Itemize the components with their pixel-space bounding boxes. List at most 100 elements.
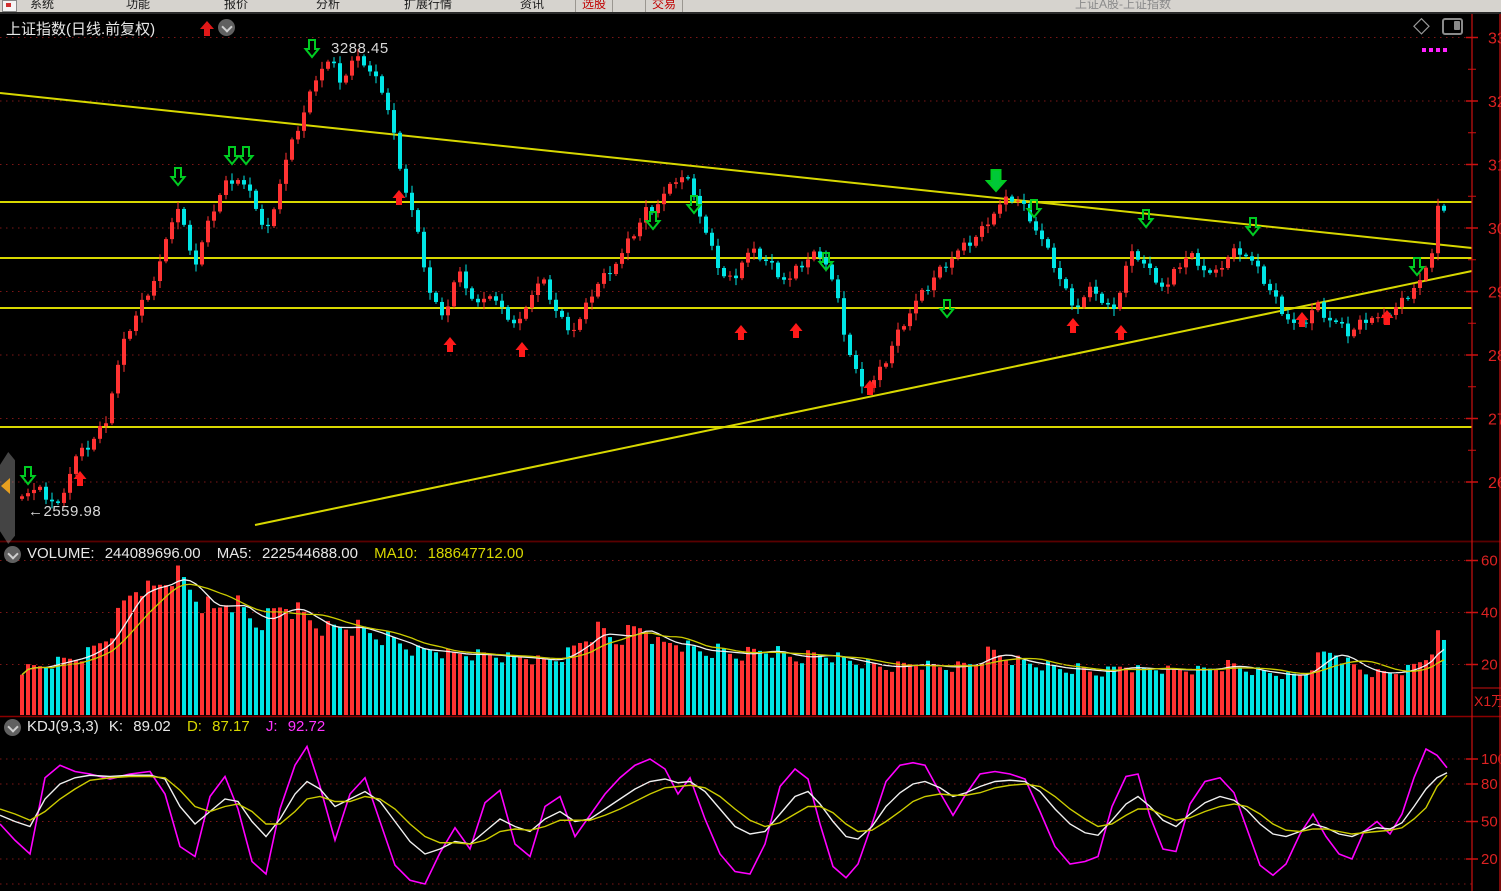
left-scroll-tab[interactable] xyxy=(0,452,15,544)
volume-bar xyxy=(578,642,582,715)
volume-bar xyxy=(938,667,942,715)
candle xyxy=(560,310,564,317)
candle xyxy=(1352,329,1356,337)
candle xyxy=(1010,196,1014,202)
candle xyxy=(314,80,318,92)
buy-arrow-marker xyxy=(789,323,803,338)
candle xyxy=(452,282,456,307)
collapse-main-chevron-icon[interactable] xyxy=(218,19,235,36)
app-window-icon[interactable] xyxy=(2,0,17,12)
volume-bar xyxy=(974,665,978,715)
candle xyxy=(1136,251,1140,260)
volume-bar xyxy=(194,601,198,715)
collapse-kdj-chevron-icon[interactable] xyxy=(4,719,21,736)
candle xyxy=(458,271,462,283)
volume-bar xyxy=(92,645,96,715)
menu-item-0[interactable]: 系统 xyxy=(30,0,55,11)
candle xyxy=(266,224,270,227)
volume-bar xyxy=(788,656,792,715)
drag-dots-icon[interactable] xyxy=(1422,39,1452,52)
volume-bar xyxy=(20,674,24,715)
volume-bar xyxy=(932,664,936,715)
volume-bar xyxy=(992,649,996,715)
volume-bar xyxy=(602,628,606,715)
candle xyxy=(350,60,354,76)
menu-hot-item-1[interactable]: 交易 xyxy=(645,0,684,12)
volume-bar xyxy=(200,613,204,715)
volume-bar xyxy=(968,664,972,715)
candle xyxy=(338,63,342,83)
kdj-k-label: K: xyxy=(108,718,124,735)
candle xyxy=(518,318,522,324)
volume-bar xyxy=(626,624,630,715)
volume-ma5-label: MA5: xyxy=(216,545,252,562)
candle xyxy=(710,232,714,246)
candle xyxy=(986,224,990,227)
volume-bar xyxy=(722,648,726,715)
candle xyxy=(182,208,186,225)
candle xyxy=(128,330,132,339)
volume-bar xyxy=(998,655,1002,715)
volume-bar xyxy=(1226,659,1230,715)
volume-bar xyxy=(770,657,774,715)
menu-item-4[interactable]: 扩展行情 xyxy=(404,0,453,11)
candle xyxy=(620,253,624,264)
volume-bar xyxy=(1334,655,1338,715)
candle xyxy=(296,130,300,140)
volume-axis-label: 20 xyxy=(1481,657,1498,674)
candle xyxy=(908,313,912,327)
candle xyxy=(968,242,972,246)
volume-bar xyxy=(1232,663,1236,715)
candle xyxy=(674,182,678,184)
menu-item-2[interactable]: 报价 xyxy=(224,0,249,11)
kdj-j-label: J: xyxy=(265,718,278,735)
volume-bar xyxy=(1298,674,1302,715)
candle xyxy=(956,250,960,259)
volume-bar xyxy=(1058,669,1062,715)
volume-bar xyxy=(266,608,270,715)
volume-bar xyxy=(26,664,30,715)
left-scroll-arrow-icon[interactable] xyxy=(1,478,10,494)
candle xyxy=(470,288,474,299)
candle xyxy=(1076,305,1080,308)
candle xyxy=(1400,297,1404,308)
menu-item-3[interactable]: 分析 xyxy=(316,0,341,11)
candle xyxy=(44,486,48,500)
kdj-axis-label: 100 xyxy=(1481,751,1501,768)
candle xyxy=(1286,314,1290,320)
candle xyxy=(1184,257,1188,268)
buy-arrow-marker xyxy=(734,325,748,340)
volume-bar xyxy=(1112,666,1116,715)
volume-bar xyxy=(206,596,210,715)
candle xyxy=(1430,253,1434,268)
collapse-volume-chevron-icon[interactable] xyxy=(4,546,21,563)
candle xyxy=(1196,253,1200,266)
volume-bar xyxy=(104,641,108,715)
volume-bar xyxy=(1064,672,1068,715)
volume-bar xyxy=(332,624,336,715)
volume-axis-label: 60 xyxy=(1481,553,1498,570)
candle xyxy=(116,364,120,394)
buy-arrow-marker xyxy=(863,380,877,395)
candle xyxy=(1070,288,1074,306)
menu-item-1[interactable]: 功能 xyxy=(126,0,151,11)
volume-bar xyxy=(1394,674,1398,715)
volume-bar xyxy=(140,595,144,715)
volume-bar xyxy=(1388,672,1392,715)
volume-bar xyxy=(398,643,402,715)
candle xyxy=(584,302,588,320)
candle xyxy=(530,294,534,308)
high-price-label: 3288.45 xyxy=(331,40,389,57)
diamond-tool-icon[interactable]: ◇ xyxy=(1413,12,1430,37)
menu-hot-item-0[interactable]: 选股 xyxy=(575,0,614,12)
volume-bar xyxy=(248,618,252,715)
sell-arrow-marker xyxy=(644,211,662,231)
volume-bar xyxy=(1028,663,1032,715)
candle xyxy=(680,177,684,183)
volume-bar xyxy=(470,660,474,715)
panel-layout-icon[interactable] xyxy=(1442,18,1463,35)
candle xyxy=(650,207,654,214)
menu-item-5[interactable]: 资讯 xyxy=(520,0,545,11)
volume-bar xyxy=(386,631,390,715)
candle xyxy=(1232,248,1236,258)
